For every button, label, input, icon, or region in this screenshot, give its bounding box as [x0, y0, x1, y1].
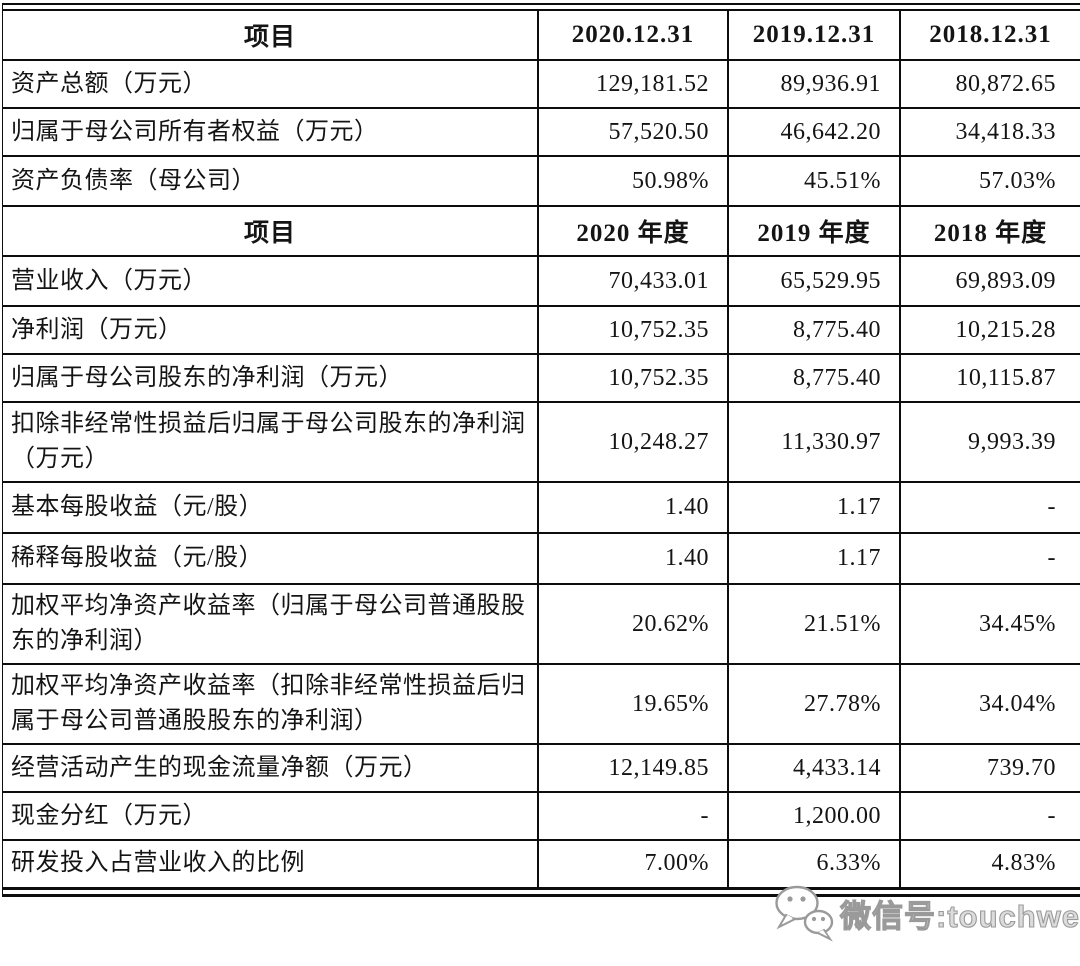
row-label: 扣除非经常性损益后归属于母公司股东的净利润（万元）: [3, 401, 539, 483]
header-date-2020: 2020.12.31: [537, 9, 729, 61]
row-label: 加权平均净资产收益率（归属于母公司普通股股东的净利润）: [3, 583, 539, 665]
value-2019: 11,330.97: [727, 401, 901, 483]
header-year-2020: 2020 年度: [537, 205, 729, 257]
row-parent-net-profit: 归属于母公司股东的净利润（万元） 10,752.35 8,775.40 10,1…: [3, 353, 1080, 403]
value-2019: 1.17: [727, 532, 901, 585]
value-2018: 80,872.65: [899, 59, 1080, 109]
row-cash-dividend: 现金分红（万元） - 1,200.00 -: [3, 791, 1080, 841]
value-2018: 34,418.33: [899, 107, 1080, 157]
value-2019: 46,642.20: [727, 107, 901, 157]
value-2020: -: [537, 791, 729, 841]
value-2018: -: [899, 791, 1080, 841]
row-label: 归属于母公司股东的净利润（万元）: [3, 353, 539, 403]
row-label: 稀释每股收益（元/股）: [3, 532, 539, 585]
value-2019: 89,936.91: [727, 59, 901, 109]
row-label: 加权平均净资产收益率（扣除非经常性损益后归属于母公司普通股股东的净利润）: [3, 663, 539, 745]
value-2018: 9,993.39: [899, 401, 1080, 483]
header-year-2018: 2018 年度: [899, 205, 1080, 257]
row-revenue: 营业收入（万元） 70,433.01 65,529.95 69,893.09: [3, 255, 1080, 307]
row-rd-ratio: 研发投入占营业收入的比例 7.00% 6.33% 4.83%: [3, 839, 1080, 890]
value-2018: 69,893.09: [899, 255, 1080, 307]
value-2019: 21.51%: [727, 583, 901, 665]
value-2019: 8,775.40: [727, 353, 901, 403]
value-2020: 10,752.35: [537, 353, 729, 403]
row-label: 基本每股收益（元/股）: [3, 481, 539, 534]
value-2018: 10,215.28: [899, 305, 1080, 355]
value-2019: 1.17: [727, 481, 901, 534]
value-2018: 10,115.87: [899, 353, 1080, 403]
value-2020: 50.98%: [537, 155, 729, 207]
value-2019: 65,529.95: [727, 255, 901, 307]
watermark-text: 微信号:touchweb: [839, 898, 1080, 934]
value-2020: 1.40: [537, 481, 729, 534]
watermark: 微信号:touchweb: [772, 884, 1080, 942]
header-item-label: 项目: [3, 205, 539, 257]
financial-summary-table: 项目 2020.12.31 2019.12.31 2018.12.31 资产总额…: [3, 9, 1080, 890]
row-weighted-roe: 加权平均净资产收益率（归属于母公司普通股股东的净利润） 20.62% 21.51…: [3, 583, 1080, 665]
row-label: 净利润（万元）: [3, 305, 539, 355]
value-2020: 57,520.50: [537, 107, 729, 157]
financial-table-wrapper: 项目 2020.12.31 2019.12.31 2018.12.31 资产总额…: [2, 3, 1080, 897]
value-2019: 8,775.40: [727, 305, 901, 355]
row-label: 现金分红（万元）: [3, 791, 539, 841]
row-label: 资产总额（万元）: [3, 59, 539, 109]
value-2018: 739.70: [899, 743, 1080, 793]
row-parent-equity: 归属于母公司所有者权益（万元） 57,520.50 46,642.20 34,4…: [3, 107, 1080, 157]
value-2020: 70,433.01: [537, 255, 729, 307]
row-label: 营业收入（万元）: [3, 255, 539, 307]
row-weighted-roe-deducted: 加权平均净资产收益率（扣除非经常性损益后归属于母公司普通股股东的净利润） 19.…: [3, 663, 1080, 745]
value-2020: 7.00%: [537, 839, 729, 890]
header-date-2019: 2019.12.31: [727, 9, 901, 61]
row-net-profit: 净利润（万元） 10,752.35 8,775.40 10,215.28: [3, 305, 1080, 355]
value-2019: 1,200.00: [727, 791, 901, 841]
row-basic-eps: 基本每股收益（元/股） 1.40 1.17 -: [3, 481, 1080, 534]
value-2019: 27.78%: [727, 663, 901, 745]
row-label: 研发投入占营业收入的比例: [3, 839, 539, 890]
value-2019: 6.33%: [727, 839, 901, 890]
row-operating-cashflow: 经营活动产生的现金流量净额（万元） 12,149.85 4,433.14 739…: [3, 743, 1080, 793]
header-year-2019: 2019 年度: [727, 205, 901, 257]
value-2018: 4.83%: [899, 839, 1080, 890]
value-2018: 57.03%: [899, 155, 1080, 207]
row-debt-ratio: 资产负债率（母公司） 50.98% 45.51% 57.03%: [3, 155, 1080, 207]
header-date-2018: 2018.12.31: [899, 9, 1080, 61]
value-2018: -: [899, 532, 1080, 585]
value-2020: 10,248.27: [537, 401, 729, 483]
header-item-label: 项目: [3, 9, 539, 61]
row-deducted-net-profit: 扣除非经常性损益后归属于母公司股东的净利润（万元） 10,248.27 11,3…: [3, 401, 1080, 483]
value-2019: 45.51%: [727, 155, 901, 207]
income-header-row: 项目 2020 年度 2019 年度 2018 年度: [3, 205, 1080, 257]
row-total-assets: 资产总额（万元） 129,181.52 89,936.91 80,872.65: [3, 59, 1080, 109]
row-label: 归属于母公司所有者权益（万元）: [3, 107, 539, 157]
value-2018: 34.04%: [899, 663, 1080, 745]
value-2020: 129,181.52: [537, 59, 729, 109]
wechat-icon: [772, 884, 836, 942]
value-2019: 4,433.14: [727, 743, 901, 793]
value-2020: 19.65%: [537, 663, 729, 745]
value-2020: 1.40: [537, 532, 729, 585]
value-2020: 12,149.85: [537, 743, 729, 793]
value-2018: -: [899, 481, 1080, 534]
balance-header-row: 项目 2020.12.31 2019.12.31 2018.12.31: [3, 9, 1080, 61]
row-diluted-eps: 稀释每股收益（元/股） 1.40 1.17 -: [3, 532, 1080, 585]
value-2020: 20.62%: [537, 583, 729, 665]
value-2018: 34.45%: [899, 583, 1080, 665]
row-label: 经营活动产生的现金流量净额（万元）: [3, 743, 539, 793]
row-label: 资产负债率（母公司）: [3, 155, 539, 207]
value-2020: 10,752.35: [537, 305, 729, 355]
